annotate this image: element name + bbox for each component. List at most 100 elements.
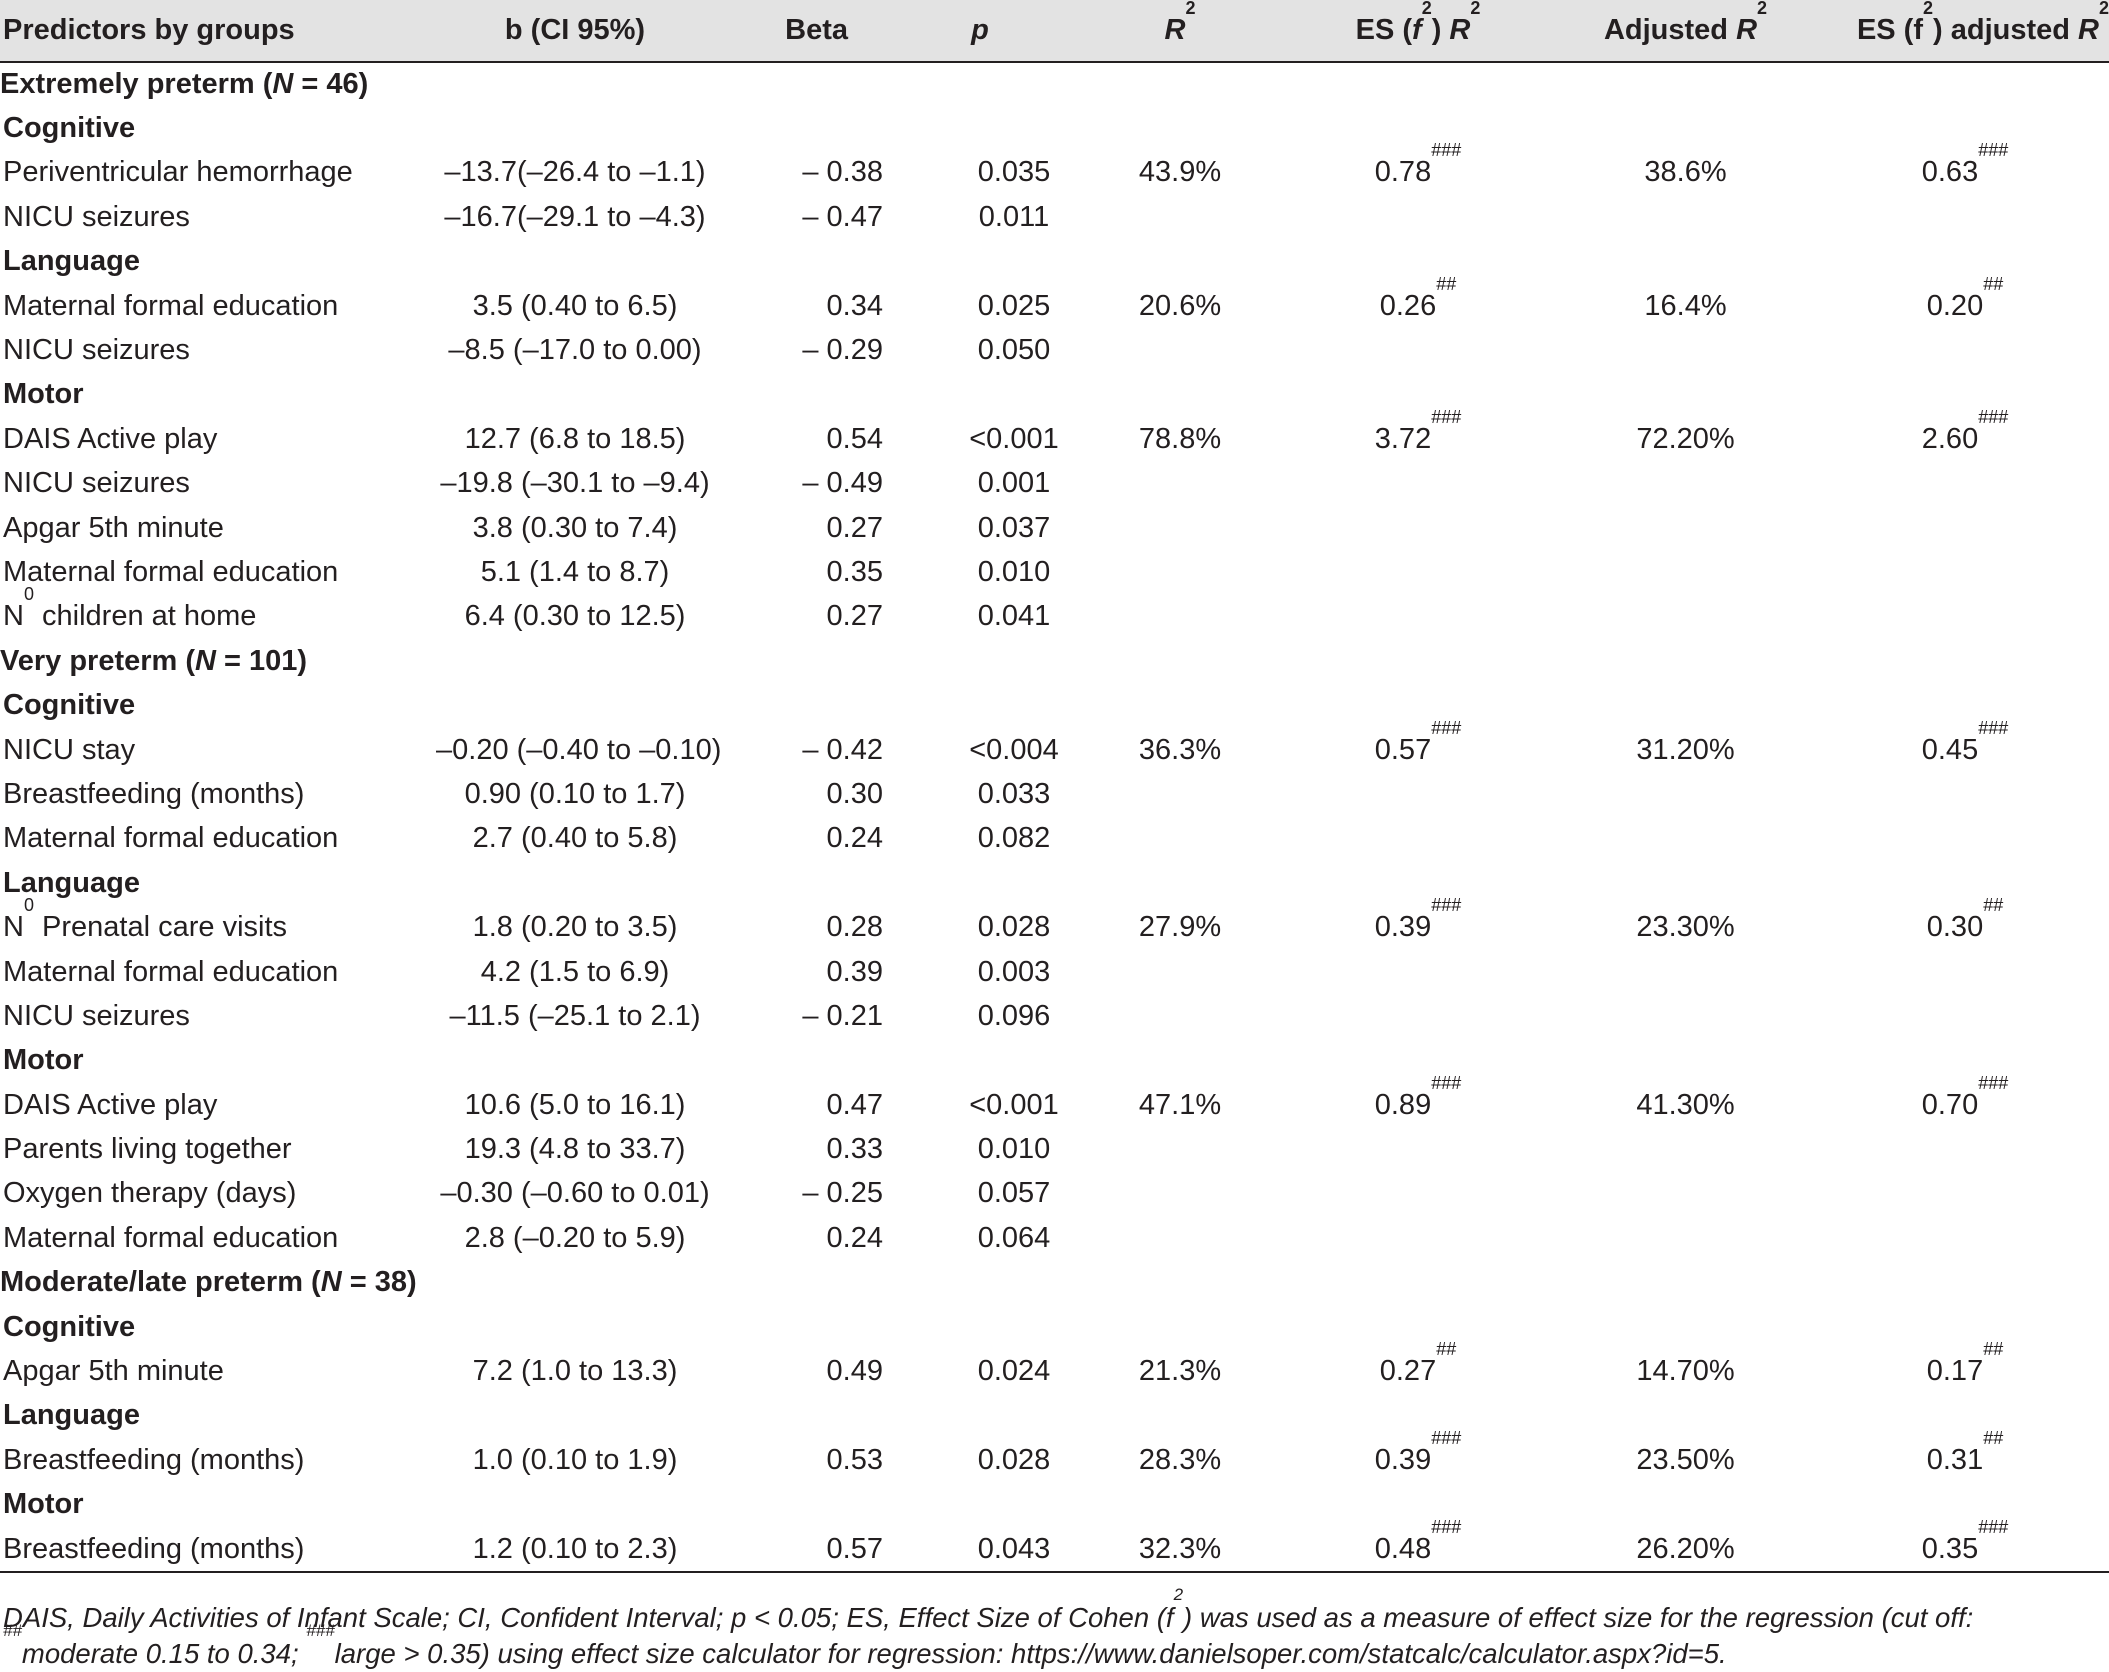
r2-cell: [1074, 817, 1286, 861]
es-r2-cell: 0.89###: [1286, 1074, 1550, 1127]
header-es-r2: ES (f2) R2: [1286, 0, 1550, 63]
beta-cell-value: – 0.21: [802, 999, 883, 1032]
p-cell-value: 0.041: [977, 600, 1051, 633]
table-row: Maternal formal education 5.1 (1.4 to 8.7…: [0, 550, 2109, 594]
p-cell-value: 0.064: [977, 1221, 1051, 1254]
es-adjusted-r2-cell-value: 0.31: [1926, 1443, 1984, 1476]
adjusted-r2-cell: [1550, 817, 1821, 861]
beta-cell: 0.35: [714, 550, 886, 594]
b-ci-cell-value: 2.8 (–0.20 to 5.9): [464, 1221, 686, 1254]
b-ci-cell: 6.4 (0.30 to 12.5): [436, 595, 714, 639]
p-cell: 0.003: [886, 950, 1074, 994]
b-ci-cell: –11.5 (–25.1 to 2.1): [436, 994, 714, 1038]
group-label: Very preterm (N = 101): [0, 639, 2109, 683]
footnote-line2-b: large > 0.35) using effect size calculat…: [334, 1638, 1727, 1669]
predictor-cell: Maternal formal education: [0, 284, 436, 328]
es-r2-cell: [1286, 994, 1550, 1038]
beta-cell: 0.28: [714, 905, 886, 949]
adjusted-r2-cell: [1550, 1216, 1821, 1260]
es-r2-cell-superscript: ###: [1431, 895, 1462, 916]
subgroup-label: Motor: [3, 1044, 84, 1077]
predictor-cell: Maternal formal education: [0, 1216, 436, 1260]
adjusted-r2-cell: [1550, 195, 1821, 239]
table-row: NICU seizures –8.5 (–17.0 to 0.00) – 0.29 0…: [0, 328, 2109, 372]
b-ci-cell: 4.2 (1.5 to 6.9): [436, 950, 714, 994]
r2-cell: 36.3%: [1074, 728, 1286, 772]
es-r2-cell: [1286, 462, 1550, 506]
predictor-cell: Breastfeeding (months): [0, 1527, 436, 1571]
es-adjusted-r2-cell: [1821, 595, 2109, 639]
subgroup-label: Cognitive: [3, 112, 136, 145]
beta-cell: 0.24: [714, 1216, 886, 1260]
es-adjusted-r2-cell-superscript: ##: [1983, 1427, 2004, 1448]
beta-cell-value: – 0.25: [802, 1177, 883, 1210]
p-cell: 0.096: [886, 994, 1074, 1038]
beta-cell-value: 0.35: [826, 555, 883, 588]
r2-cell: 43.9%: [1074, 151, 1286, 195]
p-cell-value: <0.001: [969, 1088, 1059, 1121]
beta-cell-value: 0.27: [826, 600, 883, 633]
r2-cell: [1074, 462, 1286, 506]
beta-cell: 0.33: [714, 1127, 886, 1171]
p-cell-value: 0.010: [977, 1133, 1051, 1166]
predictor-cell: Apgar 5th minute: [0, 506, 436, 550]
subgroup-header-row: Cognitive: [0, 1305, 2109, 1349]
adjusted-r2-cell-value: 41.30%: [1636, 1088, 1735, 1121]
es-r2-cell: [1286, 550, 1550, 594]
adjusted-r2-cell: 23.30%: [1550, 905, 1821, 949]
r2-cell-value: 32.3%: [1138, 1532, 1222, 1565]
es-r2-cell-value: 0.78: [1374, 156, 1432, 189]
es-r2-cell-value: 0.39: [1374, 1443, 1432, 1476]
footnote-line2-sup1: ##: [3, 1621, 22, 1640]
subgroup-label: Motor: [3, 1488, 84, 1521]
predictor-prefix: N: [3, 911, 24, 944]
predictor-text: Breastfeeding (months): [3, 777, 305, 810]
beta-cell-value: 0.47: [826, 1088, 883, 1121]
subgroup-header-row: Motor: [0, 1039, 2109, 1083]
beta-cell: 0.24: [714, 817, 886, 861]
es-r2-cell: [1286, 950, 1550, 994]
es-r2-cell: [1286, 595, 1550, 639]
group-header-row: Extremely preterm (N = 46): [0, 62, 2109, 106]
subgroup-header-row: Cognitive: [0, 683, 2109, 727]
adjusted-r2-cell: [1550, 506, 1821, 550]
r2-cell: [1074, 328, 1286, 372]
predictor-cell: Breastfeeding (months): [0, 1438, 436, 1482]
r2-cell: [1074, 595, 1286, 639]
es-r2-cell-superscript: ###: [1431, 406, 1462, 427]
predictor-cell: Parents living together: [0, 1127, 436, 1171]
predictor-text: NICU seizures: [3, 200, 190, 233]
group-label-text: Extremely preterm (: [0, 68, 273, 101]
footnote-line1-sup: 2: [1173, 1585, 1184, 1604]
p-cell-value: 0.057: [977, 1177, 1051, 1210]
b-ci-cell-value: 10.6 (5.0 to 16.1): [464, 1088, 686, 1121]
group-label-count: = 101): [216, 644, 308, 677]
regression-table-container: Predictors by groups b (CI 95%) Beta p R…: [0, 0, 2109, 1574]
adjusted-r2-cell-value: 26.20%: [1636, 1532, 1735, 1565]
r2-cell-value: 27.9%: [1138, 911, 1222, 944]
beta-cell: – 0.49: [714, 462, 886, 506]
adjusted-r2-cell: [1550, 994, 1821, 1038]
regression-table: Predictors by groups b (CI 95%) Beta p R…: [0, 0, 2109, 1571]
adjusted-r2-cell-value: 23.30%: [1636, 911, 1735, 944]
es-adjusted-r2-cell: 0.20##: [1821, 275, 2109, 328]
es-r2-cell: 0.26##: [1286, 275, 1550, 328]
table-row: Oxygen therapy (days) –0.30 (–0.60 to 0.0…: [0, 1172, 2109, 1216]
predictor-cell: NICU seizures: [0, 195, 436, 239]
beta-cell-value: – 0.49: [802, 467, 883, 500]
subgroup-header-row: Motor: [0, 1483, 2109, 1527]
predictor-text: Oxygen therapy (days): [3, 1177, 297, 1210]
p-cell: 0.024: [886, 1349, 1074, 1393]
p-cell-value: <0.004: [969, 733, 1059, 766]
b-ci-cell-value: 1.2 (0.10 to 2.3): [472, 1532, 678, 1565]
group-label-n: N: [195, 644, 216, 677]
es-adjusted-r2-cell: 0.63###: [1821, 141, 2109, 195]
p-cell-value: 0.025: [977, 289, 1051, 322]
b-ci-cell-value: –11.5 (–25.1 to 2.1): [449, 999, 701, 1032]
es-r2-cell: 0.39###: [1286, 1429, 1550, 1482]
b-ci-cell-value: –19.8 (–30.1 to –9.4): [440, 467, 710, 500]
subgroup-label: Motor: [3, 378, 84, 411]
subgroup-label: Cognitive: [3, 1310, 136, 1343]
p-cell-value: 0.011: [978, 200, 1050, 233]
beta-cell: 0.47: [714, 1083, 886, 1127]
